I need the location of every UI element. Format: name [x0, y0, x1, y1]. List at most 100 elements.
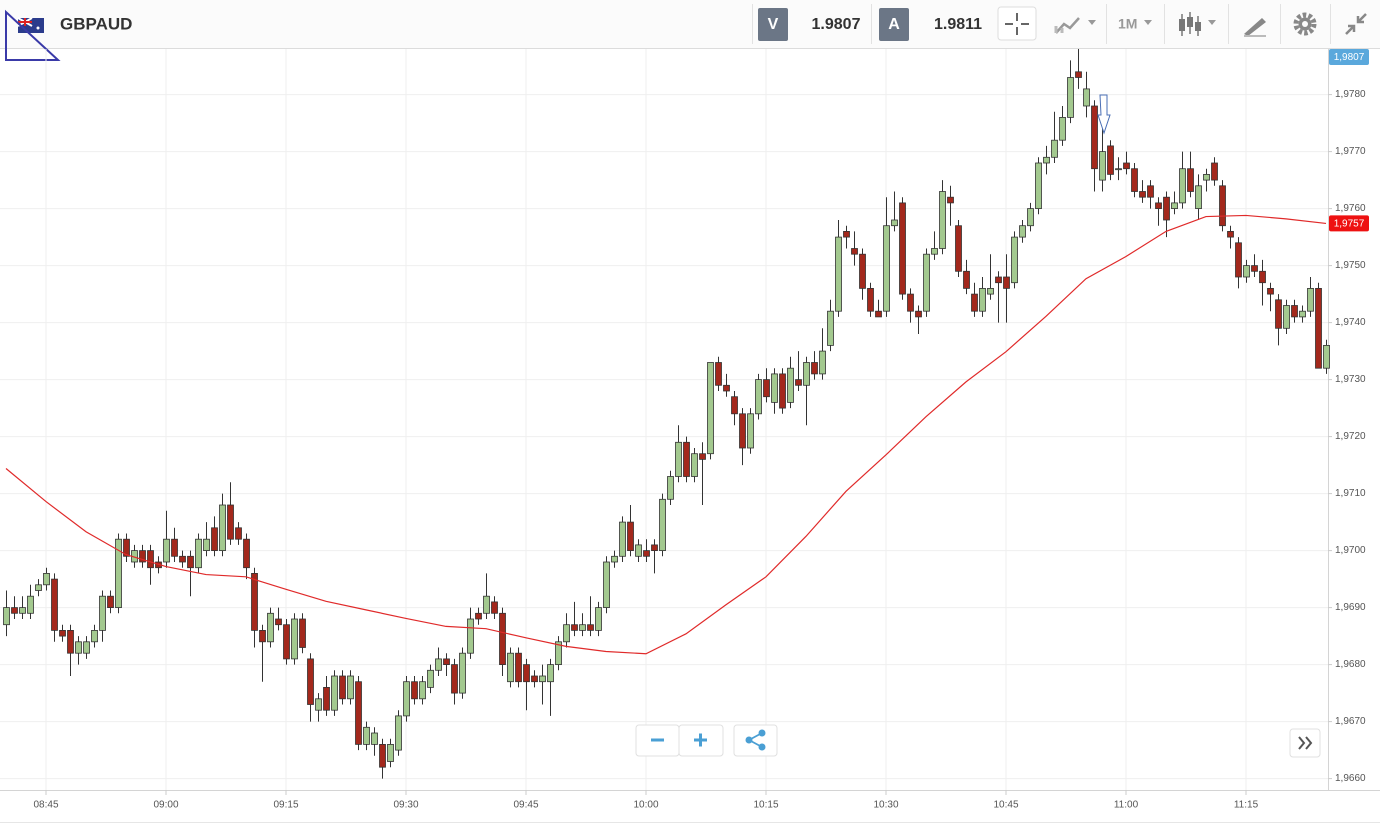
candle-body: [691, 453, 698, 477]
candle-body: [1307, 287, 1314, 312]
timeframe-button[interactable]: 1M: [1118, 16, 1152, 32]
candle-body: [1315, 287, 1322, 369]
chart-type-button[interactable]: [1054, 17, 1096, 34]
y-tick-label: 1,9710: [1335, 488, 1366, 499]
candle-body: [139, 550, 146, 563]
candle-body: [435, 658, 442, 671]
candle-body: [179, 555, 186, 563]
candle-body: [1107, 145, 1114, 175]
crosshair-button[interactable]: [997, 6, 1037, 41]
candle-body: [1083, 88, 1090, 107]
candle-body: [515, 652, 522, 683]
x-tick-label: 10:15: [753, 800, 778, 811]
candle-body: [371, 732, 378, 745]
candle-body: [115, 538, 122, 609]
candle-body: [1123, 162, 1130, 170]
candle-body: [1163, 196, 1170, 221]
candle-body: [747, 413, 754, 449]
candle-body: [811, 362, 818, 375]
candle-body: [1187, 168, 1194, 192]
candle-body: [827, 310, 834, 346]
candle-body: [771, 373, 778, 403]
candle-body: [699, 453, 706, 460]
candle-body: [931, 248, 938, 255]
candle-body: [1051, 139, 1058, 158]
candle-body: [1235, 242, 1242, 278]
price-badge-label: 1,9807: [1334, 52, 1365, 63]
collapse-button[interactable]: [1345, 13, 1367, 35]
draw-tool-button[interactable]: [1244, 18, 1266, 37]
candle-body: [1299, 310, 1306, 318]
y-tick-label: 1,9730: [1335, 374, 1366, 385]
candle-body: [1035, 162, 1042, 209]
y-tick-label: 1,9720: [1335, 431, 1366, 442]
candle-body: [579, 624, 586, 631]
candle-body: [611, 555, 618, 563]
y-tick-label: 1,9740: [1335, 317, 1366, 328]
x-tick-label: 10:30: [873, 800, 898, 811]
candle-body: [307, 658, 314, 705]
candle-body: [1003, 276, 1010, 289]
candle-body: [979, 287, 986, 312]
candle-body: [627, 521, 634, 551]
share-button[interactable]: [733, 724, 778, 757]
candle-body: [491, 601, 498, 614]
candle-body: [1139, 191, 1146, 198]
x-tick-label: 08:45: [33, 800, 58, 811]
candle-body: [467, 618, 474, 654]
buy-button[interactable]: A 1.9811: [879, 8, 982, 41]
candle-body: [3, 607, 10, 626]
sell-signal-arrow: [1097, 94, 1111, 135]
candle-body: [1219, 185, 1226, 227]
candle-body: [795, 379, 802, 386]
candle-body: [603, 561, 610, 608]
candle-body: [259, 630, 266, 643]
candle-body: [531, 675, 538, 683]
candle-body: [707, 362, 714, 455]
candle-body: [987, 287, 994, 295]
candle-body: [587, 624, 594, 631]
toolbar: [0, 0, 1380, 48]
scroll-to-end-button[interactable]: [1289, 728, 1321, 758]
y-tick-label: 1,9750: [1335, 260, 1366, 271]
candle-body: [1203, 173, 1210, 181]
candle-body: [955, 225, 962, 272]
candle-style-button[interactable]: [1179, 12, 1216, 36]
candle-body: [867, 287, 874, 312]
candle-body: [1323, 344, 1330, 369]
candle-body: [355, 681, 362, 745]
candle-body: [971, 293, 978, 312]
candle-body: [299, 618, 306, 648]
y-tick-label: 1,9670: [1335, 716, 1366, 727]
zoom-out-button[interactable]: [635, 724, 680, 757]
settings-button[interactable]: [1293, 12, 1317, 36]
candle-body: [1075, 71, 1082, 78]
candle-body: [59, 630, 66, 637]
candle-body: [947, 196, 954, 204]
candle-body: [1011, 236, 1018, 284]
candle-body: [787, 367, 794, 403]
y-tick-label: 1,9660: [1335, 773, 1366, 784]
zoom-in-button[interactable]: [678, 724, 724, 757]
candle-body: [331, 675, 338, 711]
candle-body: [91, 630, 98, 643]
candle-body: [27, 595, 34, 614]
y-tick-label: 1,9760: [1335, 203, 1366, 214]
candle-body: [35, 584, 42, 591]
candle-body: [843, 230, 850, 238]
candle-body: [739, 413, 746, 449]
candle-body: [347, 675, 354, 700]
candle-body: [939, 191, 946, 249]
candle-body: [755, 379, 762, 415]
candle-body: [1099, 151, 1106, 181]
candle-body: [251, 573, 258, 631]
x-tick-label: 10:45: [993, 800, 1018, 811]
candle-body: [731, 396, 738, 415]
sell-button[interactable]: V 1.9807: [758, 8, 861, 41]
x-tick-label: 09:15: [273, 800, 298, 811]
buy-price: 1.9811: [934, 16, 982, 33]
candle-body: [1043, 156, 1050, 164]
candle-body: [963, 270, 970, 289]
